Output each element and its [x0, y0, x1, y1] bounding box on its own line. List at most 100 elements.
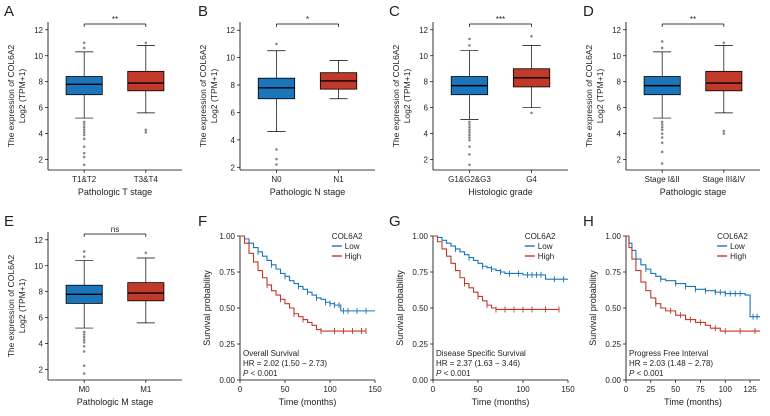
- outlier-point: [660, 162, 664, 165]
- outlier-point: [468, 128, 471, 132]
- y-tick-label: 10: [612, 52, 621, 61]
- y-axis-label: The expression of COL6A2: [6, 254, 16, 357]
- y-tick-label: 0.00: [605, 376, 621, 385]
- y-axis-label: The expression of COL6A2: [6, 44, 16, 147]
- km-curve: [433, 235, 568, 280]
- outlier-point: [275, 42, 278, 46]
- x-axis-label: Histologic grade: [468, 187, 533, 197]
- y-axis-label-2: Log2 (TPM+1): [17, 279, 27, 334]
- outlier-point: [82, 125, 86, 129]
- legend-title: COL6A2: [332, 232, 363, 241]
- x-tick-label: M0: [79, 385, 91, 394]
- panel-b: B 2 4 6 8 10 12 The expression of COL6A2 Log2 (T…: [198, 3, 375, 197]
- y-tick-label: 0.50: [219, 304, 235, 313]
- y-tick-label: 8: [231, 81, 236, 90]
- outlier-point: [82, 151, 86, 155]
- y-tick-label: 10: [34, 52, 43, 61]
- significance-label: ns: [111, 225, 119, 234]
- legend-label-high: High: [730, 252, 746, 261]
- y-tick-label: 0.75: [219, 268, 235, 277]
- box-iqr: [127, 70, 165, 92]
- outlier-point: [82, 163, 86, 167]
- y-tick-label: 2: [617, 156, 622, 165]
- y-axis-label-2: Log2 (TPM+1): [17, 69, 27, 124]
- box-group-stage-iii-iv: Stage III&IV: [702, 41, 746, 184]
- y-tick-label: 4: [39, 130, 44, 139]
- hazard-ratio-label: HR = 2.37 (1.63 − 3.46): [436, 359, 520, 368]
- survival-annotation-title: Disease Specific Survival: [436, 349, 526, 358]
- y-axis-label: Survival probability: [202, 270, 212, 346]
- y-axis-label: The expression of COL6A2: [391, 44, 401, 147]
- panel-e: E 2 4 6 8 10 12 The expression of COL6A2 Log2 (T…: [4, 213, 182, 407]
- outlier-point: [530, 34, 533, 38]
- outlier-point: [144, 251, 148, 255]
- significance-label: ***: [496, 15, 505, 24]
- y-tick-label: 4: [39, 340, 44, 349]
- outlier-point: [468, 138, 471, 142]
- y-tick-label: 1.00: [412, 232, 428, 241]
- y-tick-label: 0.00: [219, 376, 235, 385]
- legend-label-low: Low: [730, 242, 745, 251]
- outlier-point: [82, 333, 86, 336]
- km-series-high: [433, 235, 560, 313]
- y-tick-label: 4: [231, 136, 236, 145]
- y-tick-label: 8: [424, 78, 429, 87]
- panel-g: G 0.00 0.25 0.50 0.75 1.00 0 50 100 150 Survival p…: [389, 213, 575, 407]
- x-tick-label: Stage I&II: [645, 175, 680, 184]
- outlier-point: [468, 163, 471, 167]
- x-tick-label: N0: [271, 175, 282, 184]
- y-axis-label-2: Log2 (TPM+1): [595, 69, 605, 124]
- outlier-point: [82, 46, 86, 50]
- outlier-point: [82, 128, 86, 132]
- hazard-ratio-label: HR = 2.02 (1.50 − 2.73): [243, 359, 327, 368]
- legend-label-low: Low: [538, 242, 553, 251]
- outlier-point: [82, 41, 86, 45]
- panel-a: A 2 4 6 8 10 12 The expression of COL6A2 Log2 (T…: [4, 3, 182, 197]
- box-group-m1: M1: [127, 251, 165, 394]
- y-tick-label: 2: [39, 156, 44, 165]
- outlier-point: [660, 123, 664, 126]
- y-tick-label: 2: [39, 366, 44, 375]
- x-tick-label: 50: [281, 385, 290, 394]
- x-tick-label: 150: [561, 385, 575, 394]
- outlier-point: [468, 131, 471, 134]
- outlier-point: [82, 350, 86, 353]
- outlier-point: [275, 148, 278, 151]
- y-tick-label: 1.00: [219, 232, 235, 241]
- outlier-point: [722, 41, 726, 45]
- outlier-point: [82, 255, 86, 258]
- x-axis-label: Pathologic T stage: [78, 187, 152, 197]
- x-axis-label: Time (months): [664, 397, 722, 407]
- outlier-point: [82, 133, 86, 137]
- box-group-t3-t4: T3&T4: [127, 41, 165, 184]
- outlier-point: [660, 132, 664, 135]
- panel-letter: A: [4, 3, 14, 20]
- y-tick-label: 8: [39, 78, 44, 87]
- y-axis-label: Survival probability: [588, 270, 598, 346]
- legend-title: COL6A2: [525, 232, 556, 241]
- x-tick-label: T3&T4: [134, 175, 159, 184]
- y-axis-label: Survival probability: [395, 270, 405, 346]
- outlier-point: [530, 111, 533, 115]
- outlier-point: [468, 153, 471, 156]
- outlier-point: [82, 250, 86, 253]
- outlier-point: [722, 132, 726, 135]
- y-tick-label: 10: [34, 262, 43, 271]
- outlier-point: [660, 40, 664, 43]
- x-tick-label: 25: [646, 385, 655, 394]
- outlier-point: [82, 137, 86, 141]
- outlier-point: [468, 136, 471, 139]
- y-tick-label: 6: [39, 104, 44, 113]
- p-value-label: P < 0.001: [436, 369, 471, 378]
- outlier-point: [82, 344, 86, 348]
- outlier-point: [82, 120, 86, 124]
- outlier-point: [82, 330, 86, 334]
- significance-label: **: [112, 15, 118, 24]
- panel-letter: H: [583, 213, 594, 230]
- outlier-point: [468, 123, 471, 126]
- km-series-high: [626, 235, 760, 335]
- panel-c: C 2 4 6 8 10 12 The expression of COL6A2 Log2 (T…: [389, 3, 568, 197]
- box-group-m0: M0: [65, 250, 103, 394]
- panel-letter: E: [4, 213, 14, 230]
